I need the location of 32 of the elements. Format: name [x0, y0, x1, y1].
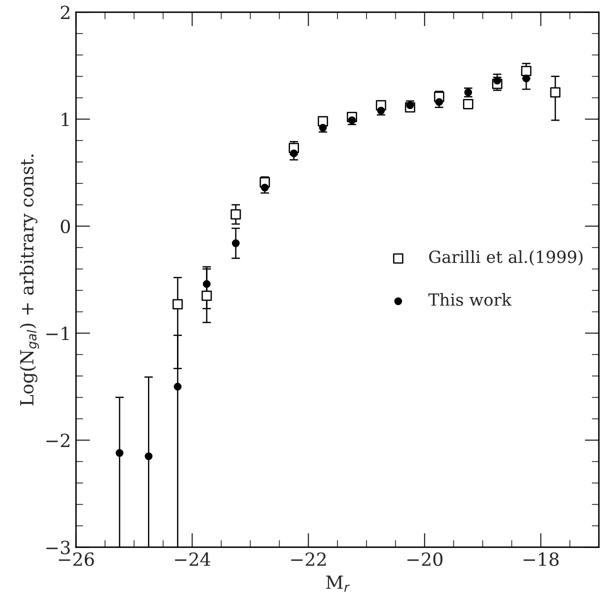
x-tick-label: −20 [407, 552, 442, 566]
x-tick-label: −22 [291, 552, 326, 566]
legend-label: Garilli et al.(1999) [429, 250, 583, 266]
y-tick-label: −3 [46, 540, 70, 554]
point [202, 290, 212, 301]
point [230, 209, 241, 220]
point [116, 449, 124, 457]
y-axis-title: Log(N$_{gal}$) + arbitrary const. [20, 154, 39, 406]
point [522, 74, 530, 82]
x-tick-label: −24 [175, 552, 210, 566]
x-tick-label: −18 [524, 552, 559, 566]
y-tick-label: 2 [60, 6, 70, 20]
point [290, 150, 298, 158]
point [174, 382, 182, 391]
point [493, 76, 502, 85]
point [172, 299, 183, 310]
legend-label: This work [428, 293, 512, 306]
y-tick-label: 0 [60, 220, 70, 234]
point [435, 98, 443, 106]
point [348, 116, 356, 124]
point [550, 87, 560, 98]
y-tick-label: 1 [62, 112, 69, 126]
point [406, 101, 414, 110]
x-tick-label: −26 [58, 552, 94, 566]
point [202, 280, 211, 288]
point [144, 452, 153, 460]
x-axis-title: M$_{r}$ [326, 576, 350, 592]
point [232, 239, 240, 248]
y-tick-label: −2 [46, 434, 70, 448]
point [521, 66, 532, 76]
y-tick-label: −1 [46, 326, 69, 340]
point [463, 99, 474, 110]
